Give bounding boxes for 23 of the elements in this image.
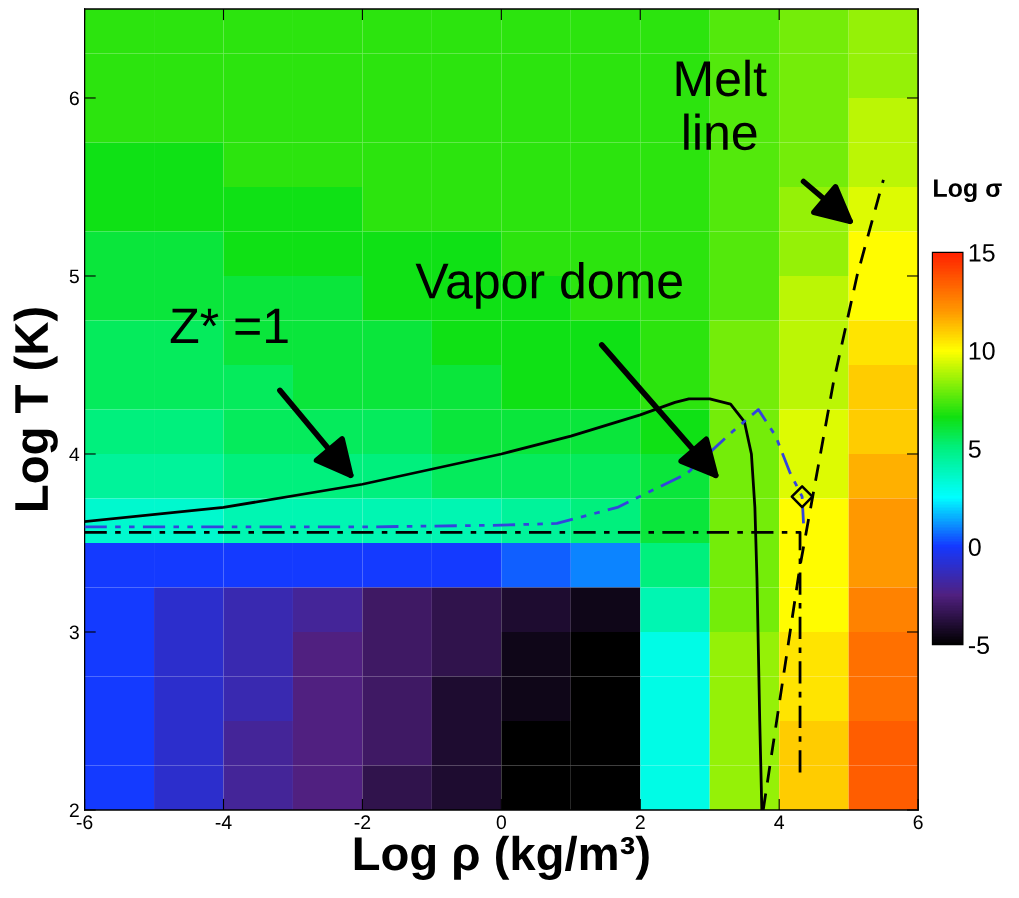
color-bar-label: -5	[968, 636, 989, 655]
x-tick-label: -4	[215, 815, 232, 829]
x-tick-label: 4	[774, 815, 785, 829]
color-bar-label: 5	[968, 440, 981, 458]
x-tick-label: -6	[76, 815, 93, 830]
y-tick-label: 3	[69, 625, 79, 640]
y-axis-title: Log T (K)	[13, 308, 58, 510]
x-axis-title: Log ρ (kg/m³)	[354, 835, 649, 880]
annotation: Z* =1	[170, 308, 288, 344]
color-bar-label: 0	[968, 538, 981, 556]
x-tick-label: 0	[496, 815, 506, 830]
y-tick-label: 4	[69, 447, 80, 462]
color-bar-label: 10	[969, 342, 995, 360]
y-tick-label: 6	[69, 91, 79, 106]
x-tick-label: 2	[635, 815, 645, 829]
color-bar-label: 15	[969, 244, 995, 262]
y-tick-label: 2	[69, 803, 79, 818]
annotation: Melt line	[676, 59, 767, 151]
x-tick-label: 6	[913, 815, 923, 830]
y-tick-label: 5	[69, 269, 79, 284]
color-bar-title: Log σ	[934, 179, 1002, 203]
x-tick-label: -2	[354, 815, 371, 829]
annotation: Vapor dome	[415, 262, 682, 309]
